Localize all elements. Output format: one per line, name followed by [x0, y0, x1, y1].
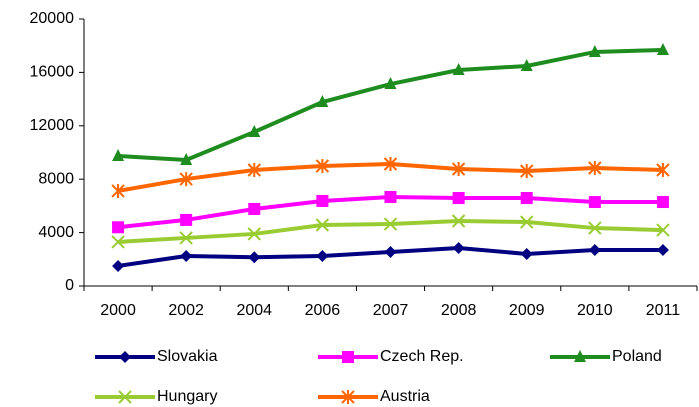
marker	[656, 162, 670, 177]
marker	[384, 245, 397, 258]
marker	[112, 148, 125, 161]
marker	[452, 62, 465, 75]
legend-label: Austria	[380, 388, 430, 405]
x-tick-label: 2006	[305, 302, 341, 319]
y-tick-label: 8000	[38, 170, 74, 187]
y-tick-label: 0	[65, 277, 74, 294]
x-tick-label: 2008	[441, 302, 477, 319]
marker	[520, 58, 533, 71]
marker	[315, 218, 330, 232]
legend-label: Czech Rep.	[380, 348, 464, 365]
marker	[383, 156, 398, 171]
marker	[384, 77, 397, 90]
marker	[247, 162, 261, 177]
marker	[316, 194, 329, 207]
y-tick-label: 12000	[30, 117, 75, 134]
marker	[520, 215, 534, 229]
x-tick-label: 2000	[100, 302, 136, 319]
marker	[656, 42, 669, 55]
marker	[180, 213, 193, 226]
marker	[588, 243, 601, 256]
x-tick-label: 2009	[509, 302, 545, 319]
x-tick-label: 2011	[646, 302, 681, 319]
marker	[316, 249, 329, 262]
marker	[520, 192, 533, 205]
legend-label: Slovakia	[157, 348, 218, 365]
marker	[119, 351, 131, 363]
marker	[520, 247, 533, 260]
marker	[588, 160, 602, 175]
y-tick-label: 16000	[30, 64, 75, 81]
marker	[248, 202, 261, 215]
legend-label: Hungary	[157, 388, 217, 405]
marker	[452, 192, 465, 205]
marker	[588, 44, 601, 57]
marker	[383, 217, 398, 231]
y-tick-label: 4000	[38, 224, 74, 241]
marker	[342, 351, 354, 363]
marker	[451, 214, 466, 228]
marker	[112, 221, 125, 234]
marker	[180, 249, 193, 262]
marker	[248, 124, 261, 137]
legend-label: Poland	[612, 348, 662, 365]
y-tick-label: 20000	[30, 10, 75, 27]
marker	[451, 162, 466, 177]
marker	[247, 227, 261, 241]
marker	[384, 190, 397, 203]
marker	[574, 350, 586, 362]
x-tick-label: 2002	[168, 302, 204, 319]
marker	[118, 390, 132, 404]
x-tick-label: 2004	[236, 302, 272, 319]
marker	[341, 390, 355, 404]
series-line	[117, 47, 664, 162]
marker	[656, 196, 669, 209]
marker	[452, 241, 465, 254]
marker	[111, 235, 125, 249]
x-tick-label: 2010	[577, 302, 613, 319]
marker	[179, 231, 193, 245]
marker	[179, 172, 193, 187]
marker	[316, 95, 329, 108]
marker	[315, 158, 330, 173]
marker	[520, 164, 534, 179]
marker	[656, 223, 670, 237]
marker	[248, 251, 261, 264]
marker	[111, 183, 125, 198]
marker	[112, 259, 125, 272]
x-tick-label: 2007	[373, 302, 409, 319]
marker	[588, 221, 602, 235]
marker	[588, 196, 601, 209]
marker	[180, 152, 193, 165]
marker	[656, 243, 669, 256]
